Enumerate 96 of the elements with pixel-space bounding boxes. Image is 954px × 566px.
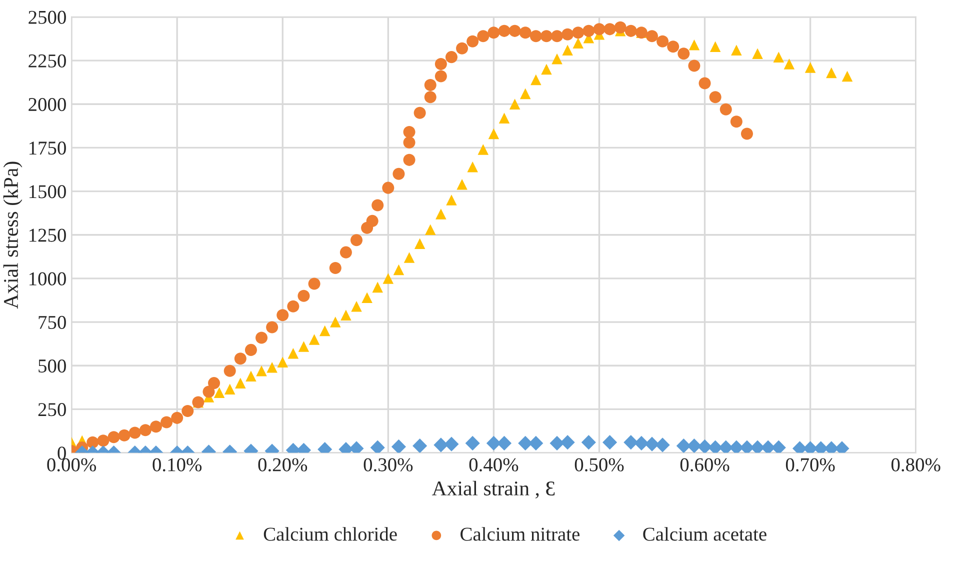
legend-label: Calcium nitrate	[460, 527, 580, 541]
point	[740, 440, 754, 453]
point	[676, 438, 691, 453]
point	[729, 440, 744, 453]
y-axis-title: Axial stress (kPa)	[3, 162, 22, 309]
point	[644, 436, 660, 452]
point	[581, 435, 596, 450]
y-tick-label: 250	[38, 403, 66, 416]
point	[444, 436, 459, 452]
point	[446, 194, 457, 206]
y-tick-label: 750	[38, 316, 66, 329]
y-tick-label: 0	[58, 446, 66, 460]
point	[362, 292, 372, 304]
point	[624, 435, 638, 450]
point	[298, 341, 310, 352]
point	[731, 44, 742, 56]
point	[434, 438, 448, 452]
x-tick-label: 0.20%	[258, 458, 308, 472]
point	[308, 334, 320, 345]
point	[718, 440, 734, 453]
point	[634, 436, 649, 450]
y-tick-label: 1250	[30, 228, 66, 242]
y-tick-label: 500	[38, 359, 66, 373]
point	[541, 64, 552, 75]
point	[224, 384, 236, 395]
point	[436, 208, 446, 220]
point	[288, 348, 299, 359]
point	[773, 52, 784, 62]
point	[456, 178, 468, 190]
point	[842, 70, 853, 82]
point	[518, 436, 533, 450]
point	[530, 74, 542, 86]
y-tick-label: 1750	[30, 142, 66, 155]
y-tick-label: 2500	[28, 10, 66, 24]
point	[784, 58, 795, 70]
x-tick-label: 0.10%	[152, 458, 202, 472]
point	[528, 436, 544, 450]
legend-label: Calcium chloride	[264, 527, 397, 541]
point	[602, 435, 618, 450]
point	[560, 435, 575, 450]
point	[478, 144, 489, 155]
point	[708, 440, 723, 453]
y-tick-label: 2250	[28, 54, 66, 68]
y-tick-label: 1500	[30, 185, 66, 198]
point	[340, 310, 352, 320]
point	[562, 44, 573, 56]
point	[277, 356, 288, 368]
point	[404, 252, 415, 263]
point	[486, 436, 501, 450]
legend-label: Calcium acetate	[643, 527, 766, 541]
point	[391, 439, 406, 453]
x-tick-label: 0.30%	[364, 458, 413, 472]
point	[498, 112, 510, 124]
point	[256, 365, 267, 376]
point	[688, 39, 700, 50]
y-tick-label: 2000	[28, 98, 66, 112]
point	[235, 378, 246, 388]
x-axis-title: Axial strain , Ɛ	[432, 480, 555, 499]
point	[467, 162, 478, 172]
point	[550, 436, 564, 450]
point	[552, 53, 562, 64]
point	[804, 62, 816, 73]
point	[520, 88, 531, 100]
y-tick-label: 1000	[30, 272, 66, 286]
point	[509, 98, 520, 110]
point	[771, 440, 786, 453]
point	[465, 436, 480, 450]
x-tick-label: 0.00%	[47, 458, 96, 472]
point	[424, 224, 436, 236]
point	[330, 316, 341, 328]
x-tick-label: 0.80%	[891, 458, 940, 472]
point	[372, 282, 383, 293]
x-tick-label: 0.50%	[574, 458, 624, 472]
point	[686, 438, 702, 453]
point	[382, 273, 394, 284]
x-tick-label: 0.60%	[680, 458, 730, 472]
point	[266, 362, 278, 373]
point	[393, 264, 404, 276]
point	[319, 325, 330, 336]
point	[488, 128, 500, 140]
point	[412, 438, 428, 453]
point	[760, 440, 776, 453]
point	[351, 300, 362, 312]
point	[572, 38, 584, 49]
point	[697, 439, 712, 453]
point	[752, 48, 763, 59]
point	[750, 440, 765, 453]
point	[826, 67, 837, 78]
x-tick-label: 0.70%	[786, 458, 835, 472]
x-tick-label: 0.40%	[469, 458, 518, 472]
point	[414, 238, 426, 249]
point	[214, 387, 225, 398]
point	[655, 438, 670, 452]
point	[370, 440, 385, 453]
point	[710, 41, 721, 52]
point	[246, 370, 256, 382]
